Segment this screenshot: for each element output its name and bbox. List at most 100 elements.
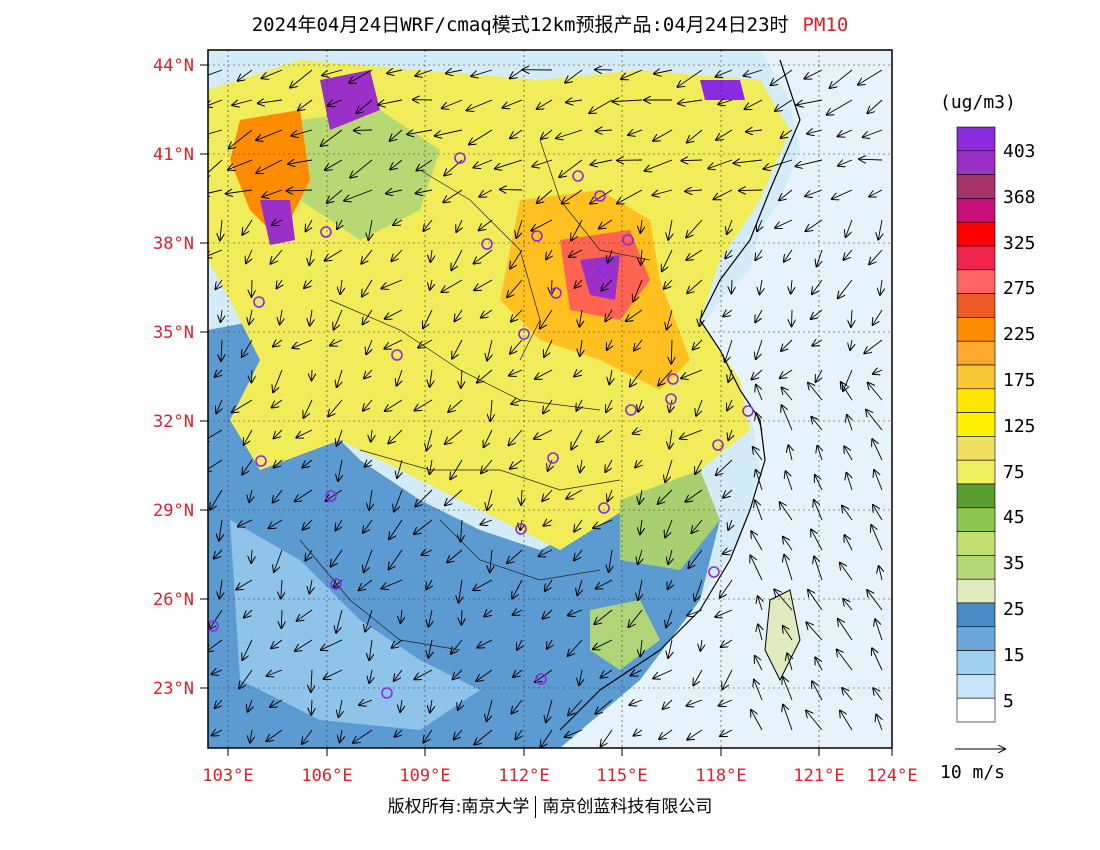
wind-arrow <box>324 669 343 679</box>
wind-arrow <box>668 579 672 589</box>
station-marker <box>531 230 543 242</box>
colorbar-swatch <box>956 198 996 223</box>
wind-arrow <box>601 729 613 746</box>
wind-arrow <box>787 653 792 671</box>
wind-arrow <box>783 537 793 551</box>
wind-arrow <box>513 670 523 677</box>
wind-arrow <box>832 189 853 199</box>
wind-arrow <box>302 459 313 468</box>
wind-arrow <box>365 460 372 467</box>
wind-arrow <box>546 699 553 722</box>
wind-arrow <box>681 369 703 378</box>
wind-arrow <box>755 249 762 260</box>
wind-arrow <box>350 159 373 178</box>
wind-arrow <box>451 249 463 270</box>
wind-arrow <box>387 70 403 73</box>
colorbar-swatch <box>956 364 996 390</box>
wind-arrow <box>456 219 462 232</box>
wind-arrow <box>771 69 793 85</box>
colorbar-label: 368 <box>1003 186 1036 208</box>
wind-arrow <box>335 519 342 530</box>
wind-arrow <box>728 519 732 530</box>
wind-arrow <box>795 159 823 166</box>
wind-arrow <box>812 681 823 701</box>
wind-arrow <box>430 699 432 712</box>
wind-arrow <box>291 129 313 136</box>
wind-arrow <box>847 415 852 431</box>
wind-arrow <box>219 579 222 599</box>
colorbar-swatch <box>956 650 996 675</box>
wind-arrow <box>281 609 282 628</box>
wind-arrow <box>577 579 582 595</box>
wind-arrow <box>559 159 583 177</box>
wind-arrow <box>838 160 853 166</box>
wind-arrow <box>401 609 402 623</box>
colorbar-label: 15 <box>1003 644 1025 666</box>
colorbar-swatch <box>956 317 996 342</box>
lon-label-112: 112°E <box>498 766 550 786</box>
wind-arrow <box>867 99 883 113</box>
wind-arrow <box>645 159 673 171</box>
axis-ticks <box>200 64 893 756</box>
wind-arrow <box>838 129 853 136</box>
wind-arrow <box>511 400 523 404</box>
wind-arrow <box>509 370 523 376</box>
wind-arrow <box>366 339 372 354</box>
wind-arrow <box>220 309 222 322</box>
wind-arrow <box>721 639 733 647</box>
wind-arrow <box>270 249 283 264</box>
wind-arrow <box>226 190 253 194</box>
wind-arrow <box>532 159 553 167</box>
wind-arrow <box>423 309 433 328</box>
wind-arrow <box>392 639 403 648</box>
wind-arrow <box>640 219 642 233</box>
station-marker <box>253 296 265 308</box>
wind-arrow <box>591 160 613 165</box>
wind-arrow <box>215 279 222 289</box>
colorbar-swatch <box>956 459 996 485</box>
wind-arrow <box>879 566 882 581</box>
wind-arrow <box>574 370 583 377</box>
wind-arrow <box>806 622 823 641</box>
colorbar-label: 125 <box>1003 415 1036 437</box>
wind-arrow <box>665 519 673 537</box>
wind-arrow <box>239 669 253 688</box>
colorbar-swatch <box>956 340 996 366</box>
wind-arrow <box>441 279 463 292</box>
station-marker <box>255 455 267 467</box>
map-title: 2024年04月24日WRF/cmaq模式12km预报产品:04月24日23时 P… <box>0 10 1100 37</box>
wind-arrow <box>631 670 643 676</box>
wind-arrow <box>450 459 463 479</box>
green-band-north <box>300 110 440 240</box>
wind-arrow <box>430 369 432 387</box>
wind-arrow <box>272 399 283 408</box>
wind-arrow <box>680 429 703 439</box>
wind-arrow <box>871 525 883 551</box>
wind-arrow <box>208 159 223 177</box>
map-frame <box>207 49 893 749</box>
wind-arrow <box>244 429 253 445</box>
wind-arrow <box>543 399 553 413</box>
wind-arrow <box>418 339 433 348</box>
wind-arrow <box>510 459 523 469</box>
wind-arrow <box>782 387 793 401</box>
extreme-pm10-core <box>580 255 620 300</box>
wind-arrow <box>508 429 523 445</box>
wind-arrow <box>574 279 583 288</box>
wind-arrow <box>714 189 733 199</box>
wind-arrow <box>208 129 223 136</box>
wind-arrow <box>381 579 403 589</box>
wind-arrow <box>718 100 733 104</box>
hotspot-northeast <box>700 80 745 100</box>
wind-arrow <box>811 530 823 551</box>
wind-arrow <box>580 339 582 356</box>
wind-arrow <box>208 429 223 442</box>
wind-arrow <box>290 69 313 88</box>
wind-arrow <box>755 500 763 521</box>
wind-arrow <box>812 279 823 294</box>
wind-scale-label: 10 m/s <box>940 762 1006 783</box>
wind-arrow <box>487 489 492 510</box>
wind-arrow <box>415 489 433 507</box>
wind-arrow <box>325 159 343 170</box>
wind-arrow <box>369 639 372 660</box>
